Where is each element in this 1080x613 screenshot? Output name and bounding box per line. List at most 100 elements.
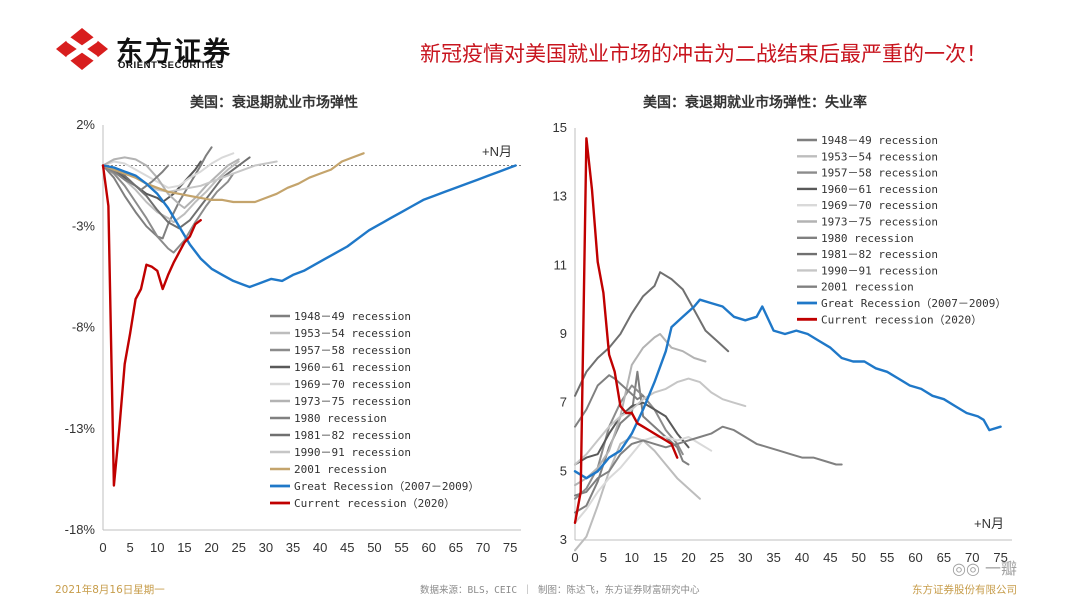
x-axis-label: +N月 — [482, 144, 512, 159]
legend-label: 1990－91 recession — [821, 264, 938, 277]
x-tick-label: 20 — [204, 540, 218, 555]
series-line — [102, 156, 240, 209]
x-tick-label: 15 — [653, 550, 667, 565]
legend-label: 1981－82 recession — [821, 248, 938, 261]
legend-label: 1960－61 recession — [821, 183, 938, 196]
x-tick-label: 60 — [421, 540, 435, 555]
x-axis-label: +N月 — [974, 516, 1004, 531]
legend-label: Current recession（2020） — [294, 497, 455, 510]
x-tick-label: 55 — [880, 550, 894, 565]
series-line — [102, 160, 202, 203]
x-tick-label: 75 — [993, 550, 1007, 565]
series-line — [574, 333, 707, 487]
footer-source: 数据来源：BLS，CEIC ｜ 制图：陈达飞，东方证券财富研究中心 — [420, 585, 700, 596]
y-tick-label: -13% — [65, 421, 96, 436]
legend-label: 1960－61 recession — [294, 361, 411, 374]
legend-label: 1957－58 recession — [294, 344, 411, 357]
x-tick-label: 5 — [600, 550, 607, 565]
legend-label: 1953－54 recession — [821, 150, 938, 163]
series-line — [102, 146, 213, 240]
legend-label: 1957－58 recession — [821, 167, 938, 180]
x-tick-label: 35 — [766, 550, 780, 565]
x-tick-label: 70 — [476, 540, 490, 555]
y-tick-label: 15 — [553, 120, 567, 135]
y-tick-label: 2% — [76, 117, 95, 132]
watermark-text: 一瓣 — [985, 559, 1018, 578]
x-tick-label: 30 — [259, 540, 273, 555]
y-tick-label: 11 — [554, 257, 568, 272]
series-line — [573, 298, 1002, 480]
y-tick-label: 5 — [560, 463, 567, 478]
x-tick-label: 0 — [99, 540, 106, 555]
x-tick-label: 0 — [571, 550, 578, 565]
slide-headline: 新冠疫情对美国就业市场的冲击为二战结束后最严重的一次！ — [420, 42, 987, 66]
brand-logo: 东方证券 ORIENT SECURITIES — [54, 26, 254, 72]
legend-label: 2001 recession — [821, 281, 914, 294]
x-tick-label: 30 — [738, 550, 752, 565]
y-tick-label: -8% — [72, 320, 96, 335]
x-tick-label: 5 — [127, 540, 134, 555]
right-chart-title: 美国：衰退期就业市场弹性：失业率 — [643, 95, 867, 111]
brand-diamond-icon — [56, 28, 108, 70]
legend-label: 1981－82 recession — [294, 429, 411, 442]
x-tick-label: 75 — [503, 540, 517, 555]
x-tick-label: 10 — [625, 550, 639, 565]
y-tick-label: -18% — [65, 522, 96, 537]
legend-label: Current recession（2020） — [821, 313, 982, 326]
series-line — [101, 164, 202, 487]
legend-label: Great Recession（2007－2009） — [294, 480, 479, 493]
series-line — [574, 370, 690, 514]
legend-label: 1990－91 recession — [294, 446, 411, 459]
legend-label: 1980 recession — [294, 412, 387, 425]
watermark: ◎◎ 一瓣 — [952, 555, 1017, 579]
footer-date: 2021年8月16日星期一 — [55, 584, 165, 596]
series-line — [573, 137, 679, 524]
series-line — [101, 164, 517, 289]
brand-name-cn: 东方证券 — [116, 37, 232, 68]
legend-label: 2001 recession — [294, 463, 387, 476]
wechat-icon: ◎◎ — [952, 559, 980, 578]
x-tick-label: 35 — [286, 540, 300, 555]
series-line — [574, 377, 747, 466]
x-tick-label: 40 — [313, 540, 327, 555]
series-line — [574, 271, 730, 397]
series-line — [574, 436, 701, 552]
x-tick-label: 40 — [795, 550, 809, 565]
x-tick-label: 65 — [937, 550, 951, 565]
x-tick-label: 25 — [231, 540, 245, 555]
x-tick-label: 65 — [449, 540, 463, 555]
y-tick-label: 9 — [560, 326, 567, 341]
footer-company: 东方证券股份有限公司 — [912, 584, 1017, 596]
x-tick-label: 25 — [710, 550, 724, 565]
legend-label: 1948－49 recession — [821, 134, 938, 147]
y-tick-label: 3 — [560, 532, 567, 547]
series-line — [574, 374, 645, 428]
legend-label: 1973－75 recession — [294, 395, 411, 408]
legend-label: 1948－49 recession — [294, 310, 411, 323]
legend-label: 1969－70 recession — [294, 378, 411, 391]
x-tick-label: 20 — [681, 550, 695, 565]
x-tick-label: 45 — [823, 550, 837, 565]
x-tick-label: 50 — [367, 540, 381, 555]
y-tick-label: 7 — [560, 395, 567, 410]
x-tick-label: 55 — [394, 540, 408, 555]
legend-label: 1980 recession — [821, 232, 914, 245]
left-chart-title: 美国：衰退期就业市场弹性 — [190, 95, 358, 111]
y-tick-label: -3% — [72, 218, 96, 233]
legend-label: 1969－70 recession — [821, 199, 938, 212]
x-tick-label: 15 — [177, 540, 191, 555]
series-line — [102, 164, 235, 254]
y-tick-label: 13 — [553, 189, 567, 204]
x-tick-label: 10 — [150, 540, 164, 555]
series-line — [574, 425, 843, 497]
x-tick-label: 50 — [852, 550, 866, 565]
x-tick-label: 45 — [340, 540, 354, 555]
brand-name-en: ORIENT SECURITIES — [118, 60, 224, 71]
series-line — [102, 152, 235, 189]
legend-label: 1973－75 recession — [821, 216, 938, 229]
x-tick-label: 70 — [965, 550, 979, 565]
legend-label: 1953－54 recession — [294, 327, 411, 340]
